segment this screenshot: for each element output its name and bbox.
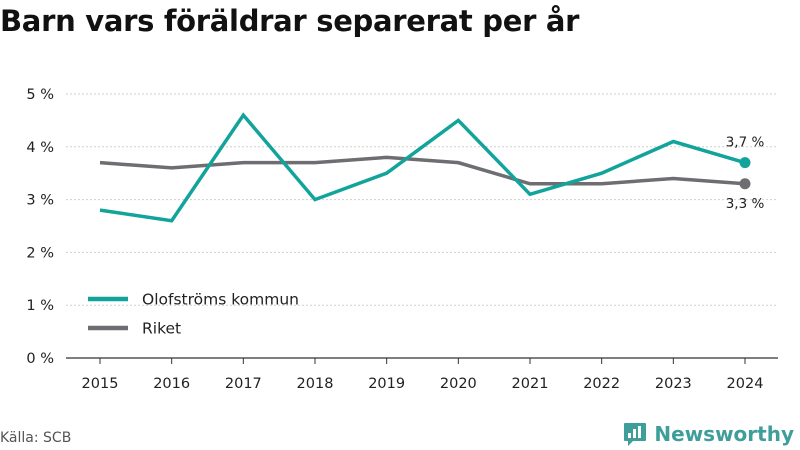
x-tick-label: 2022 <box>583 376 620 392</box>
series-line-olofstrom <box>99 112 746 223</box>
y-tick-label: 0 % <box>26 351 54 367</box>
x-tick-label: 2021 <box>512 376 549 392</box>
newsworthy-logo-icon <box>624 423 647 446</box>
x-tick-label: 2024 <box>727 376 764 392</box>
x-tick-label: 2020 <box>440 376 477 392</box>
y-tick-label: 5 % <box>26 87 54 103</box>
end-label-riket: 3,3 % <box>726 196 765 212</box>
x-tick-label: 2016 <box>153 376 190 392</box>
y-tick-label: 2 % <box>26 245 54 261</box>
end-point-riket <box>739 178 751 190</box>
x-tick-label: 2019 <box>368 376 405 392</box>
brand-logo: Newsworthy <box>622 419 794 449</box>
legend-label: Riket <box>142 320 181 338</box>
chart-title: Barn vars föräldrar separerat per år <box>0 4 580 38</box>
y-tick-label: 3 % <box>26 193 54 209</box>
x-tick-label: 2015 <box>82 376 119 392</box>
x-tick-label: 2018 <box>297 376 334 392</box>
legend-label: Olofströms kommun <box>142 291 299 309</box>
end-point-olofstrom <box>739 157 751 169</box>
end-label-olofstrom: 3,7 % <box>726 135 765 151</box>
source-note: Källa: SCB <box>0 430 72 446</box>
series-line-riket <box>99 155 746 186</box>
y-tick-label: 4 % <box>26 140 54 156</box>
x-tick-label: 2017 <box>225 376 262 392</box>
x-tick-label: 2023 <box>655 376 692 392</box>
y-tick-label: 1 % <box>26 298 54 314</box>
brand-name: Newsworthy <box>654 422 794 446</box>
